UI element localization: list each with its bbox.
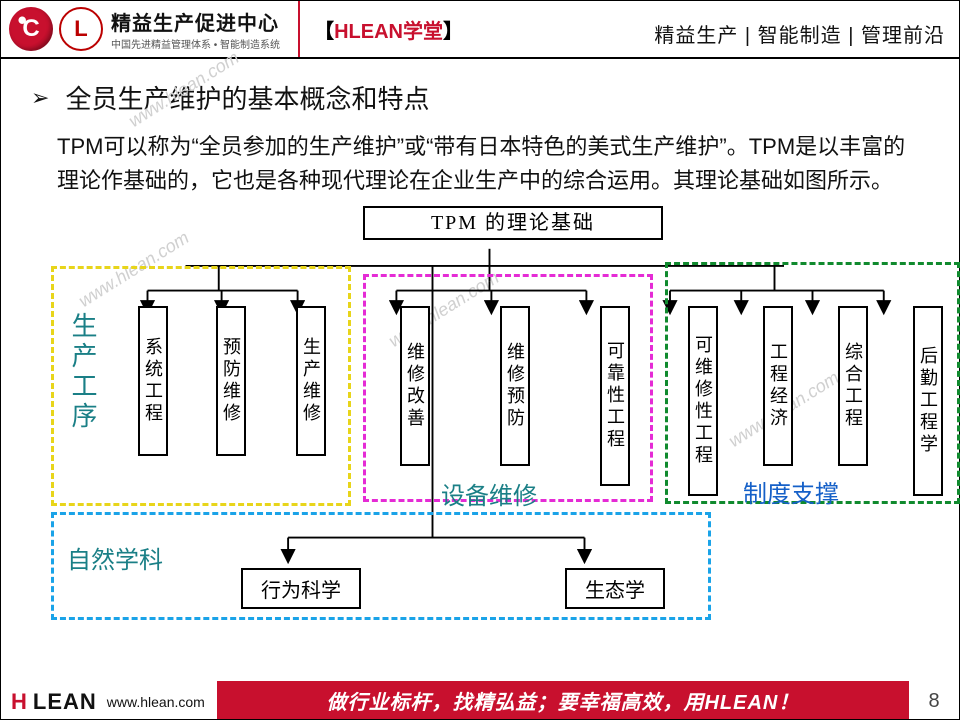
bracket-left: 【 (314, 21, 334, 43)
bracket-right: 】 (443, 21, 463, 43)
footer-logo-text: LEAN (33, 689, 97, 715)
logo-c-icon: C (9, 7, 53, 51)
section-title-text: 全员生产维护的基本概念和特点 (65, 79, 429, 116)
school-red: HLEAN (334, 21, 403, 43)
footer-slogan: 做行业标杆，找精弘益；要幸福高效，用HLEAN！ (217, 681, 909, 719)
node-prevention: 维修预防 (500, 306, 530, 466)
paragraph: TPM可以称为“全员参加的生产维护”或“带有日本特色的美式生产维护”。TPM是以… (31, 130, 929, 198)
header: C L 精益生产促进中心 中国先进精益管理体系 • 智能制造系统 【HLEAN学… (1, 1, 959, 59)
node-ecology: 生态学 (565, 568, 665, 609)
header-divider (298, 1, 300, 57)
group-label-system: 制度支撑 (743, 474, 839, 509)
page-number: 8 (909, 690, 959, 719)
footer-left: HLEAN www.hlean.com (1, 689, 205, 719)
node-reliability: 可靠性工程 (600, 306, 630, 486)
node-improve: 维修改善 (400, 306, 430, 466)
diagram-root: TPM 的理论基础 (363, 206, 663, 240)
group-label-maintenance: 设备维修 (441, 476, 537, 511)
node-behavioral: 行为科学 (241, 568, 361, 609)
footer: HLEAN www.hlean.com 做行业标杆，找精弘益；要幸福高效，用HL… (1, 677, 959, 719)
footer-url: www.hlean.com (107, 694, 205, 710)
node-systems-eng: 系统工程 (138, 306, 168, 456)
group-label-science: 自然学科 (67, 540, 163, 575)
school-mid: 学堂 (403, 21, 443, 43)
logo-block: C L 精益生产促进中心 中国先进精益管理体系 • 智能制造系统 (1, 7, 298, 51)
footer-logo-h-icon: H (11, 689, 27, 715)
node-maintainability: 可维修性工程 (688, 306, 718, 496)
node-preventive: 预防维修 (216, 306, 246, 456)
group-label-production: 生产工序 (65, 312, 102, 432)
node-eng-econ: 工程经济 (763, 306, 793, 466)
brand-subtitle: 中国先进精益管理体系 • 智能制造系统 (111, 36, 280, 51)
brand-title: 精益生产促进中心 (111, 7, 280, 36)
bullet-arrow-icon: ➢ (31, 85, 49, 111)
header-tagline: 精益生产 | 智能制造 | 管理前沿 (654, 19, 945, 48)
diagram: TPM 的理论基础 (43, 206, 917, 626)
node-integrated: 综合工程 (838, 306, 868, 466)
content: ➢ 全员生产维护的基本概念和特点 TPM可以称为“全员参加的生产维护”或“带有日… (1, 59, 959, 626)
node-logistics: 后勤工程学 (913, 306, 943, 496)
logo-l-icon: L (59, 7, 103, 51)
node-productive: 生产维修 (296, 306, 326, 456)
brand: 精益生产促进中心 中国先进精益管理体系 • 智能制造系统 (111, 7, 280, 51)
section-title: ➢ 全员生产维护的基本概念和特点 (31, 79, 929, 116)
school-label: 【HLEAN学堂】 (314, 15, 463, 44)
